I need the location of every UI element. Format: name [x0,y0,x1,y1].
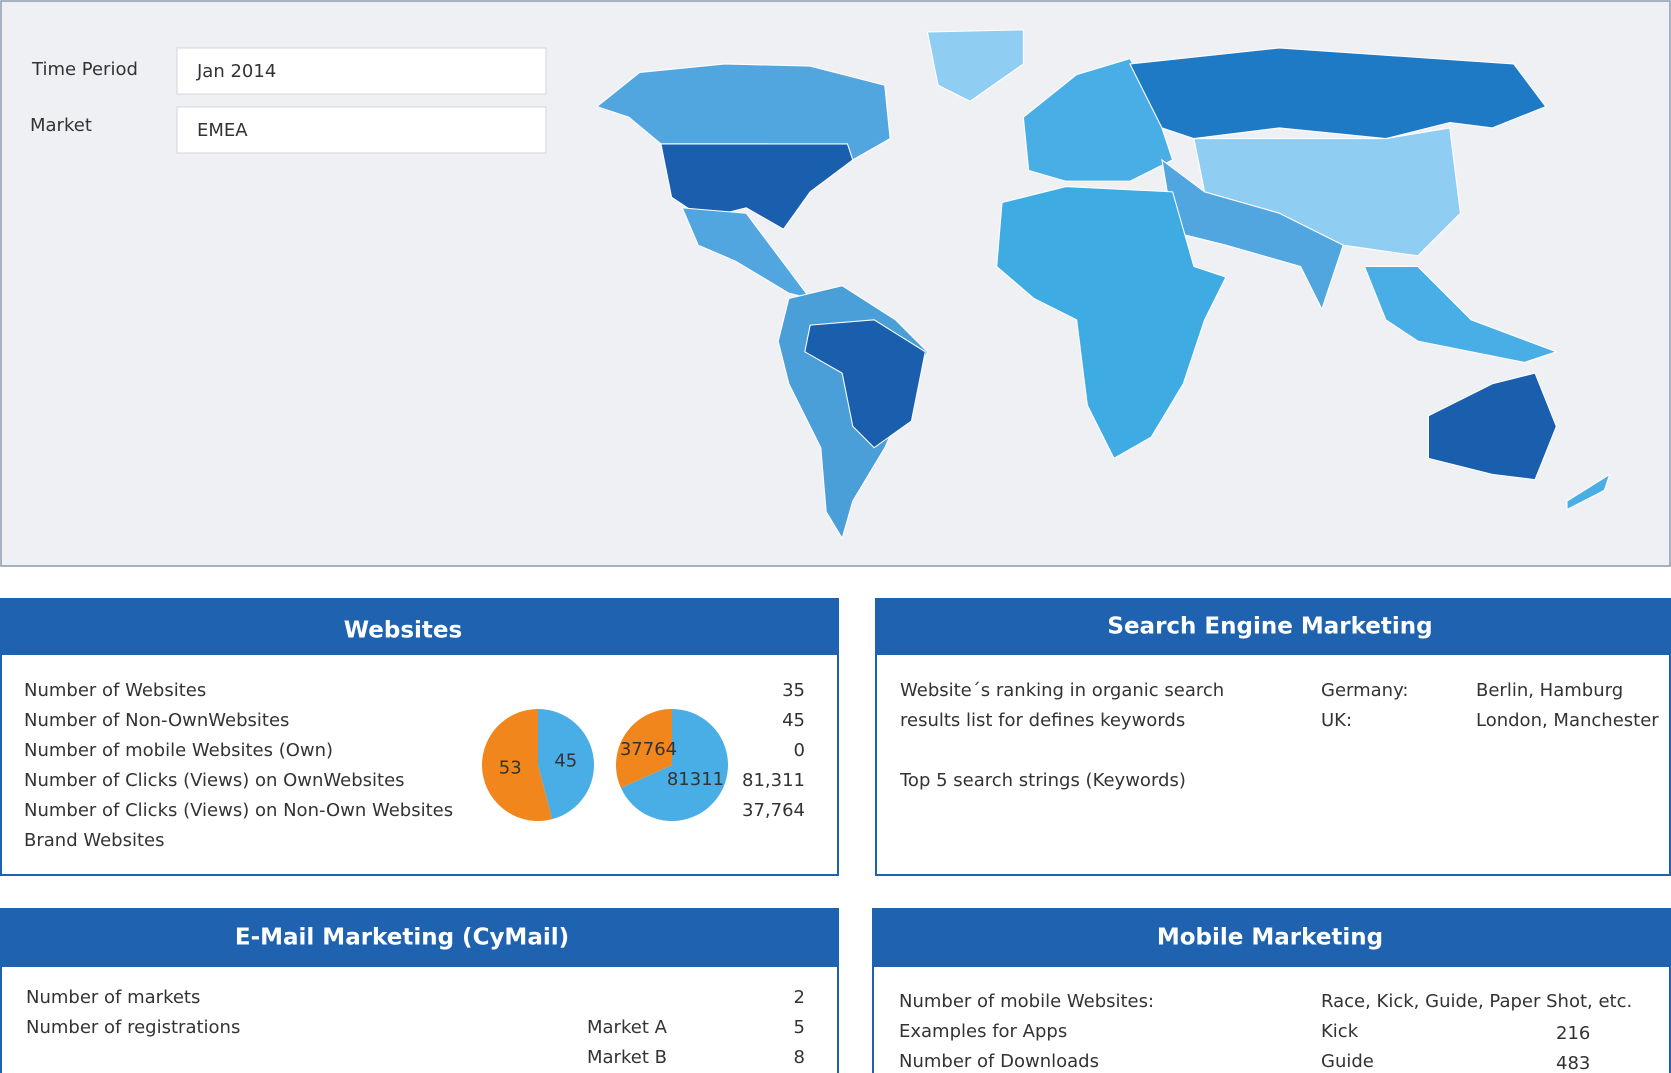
row-detail: Kick [1321,1021,1359,1042]
row-value: 45 [782,710,805,731]
row-label: Number of Clicks (Views) on Non-Own Webs… [24,800,453,821]
row-label: Number of Non-OwnWebsites [24,710,289,731]
panel-title: Mobile Marketing [1157,925,1383,951]
brazil [804,319,926,449]
pie-slice [620,709,728,822]
row-value: 8 [794,1047,805,1068]
russia [1129,47,1547,140]
row-label: Number of Websites [24,680,206,701]
panel-header [1,599,838,655]
row-value: 5 [794,1017,805,1038]
usa [660,143,854,230]
europe [1022,57,1174,182]
filter-label: Time Period [31,59,138,80]
row-label: Number of mobile Websites (Own) [24,740,333,761]
row-label: Number of registrations [26,1017,240,1038]
row-label: Number of mobile Websites: [899,991,1154,1012]
keywords-label: Top 5 search strings (Keywords) [899,770,1186,791]
email-panel: E-Mail Marketing (CyMail) Number of mark… [0,908,839,1073]
row-value: 0 [794,740,805,761]
new-zealand [1566,473,1611,511]
sem-panel: Search Engine Marketing Website´s rankin… [875,598,1671,876]
panel-header [876,599,1670,655]
pie-slice [538,709,594,820]
panel-title: Websites [344,618,462,644]
country: Germany: [1321,680,1409,701]
row-label: Examples for Apps [899,1021,1067,1042]
cities: Berlin, Hamburg [1476,680,1623,701]
ranking-label: results list for defines keywords [900,710,1185,731]
filter-value: Jan 2014 [196,61,276,82]
row-value: 2 [794,987,805,1008]
row-value: 35 [782,680,805,701]
row-value: 216 [1556,1023,1590,1044]
market-name: Market A [587,1017,668,1038]
row-label: Number of Downloads [899,1051,1099,1072]
pie-label: 81311 [667,769,724,790]
row-value: 37,764 [742,800,805,821]
row-detail: Race, Kick, Guide, Paper Shot, etc. [1321,991,1632,1012]
greenland [926,29,1024,102]
panel-title: Search Engine Marketing [1107,614,1432,640]
ranking-label: Website´s ranking in organic search [900,680,1224,701]
market-input[interactable] [176,106,547,154]
market-name: Market B [587,1047,667,1068]
filter-value: EMEA [197,120,248,141]
pie-slice [615,709,672,788]
time-period-input[interactable] [176,47,547,95]
row-value: 483 [1556,1053,1590,1073]
pie-label: 37764 [620,739,677,760]
cities: London, Manchester [1476,710,1659,731]
world-map [595,29,1611,540]
canada [595,63,891,161]
southeast-asia [1363,265,1558,363]
australia [1427,372,1557,481]
row-detail: Guide [1321,1051,1374,1072]
row-value: 81,311 [742,770,805,791]
country: UK: [1321,710,1352,731]
pie-slice [482,709,553,821]
panel-header [873,909,1670,967]
row-label: Number of Clicks (Views) on OwnWebsites [24,770,405,791]
pie-label: 53 [499,758,522,779]
filter-label: Market [30,115,92,136]
row-label: Brand Websites [24,830,164,851]
africa [996,186,1227,460]
pie-label: 45 [554,750,577,771]
mobile-panel: Mobile Marketing [872,908,1671,1073]
row-label: Number of markets [26,987,200,1008]
panel-title: E-Mail Marketing (CyMail) [235,925,569,951]
panel-header [1,909,838,967]
